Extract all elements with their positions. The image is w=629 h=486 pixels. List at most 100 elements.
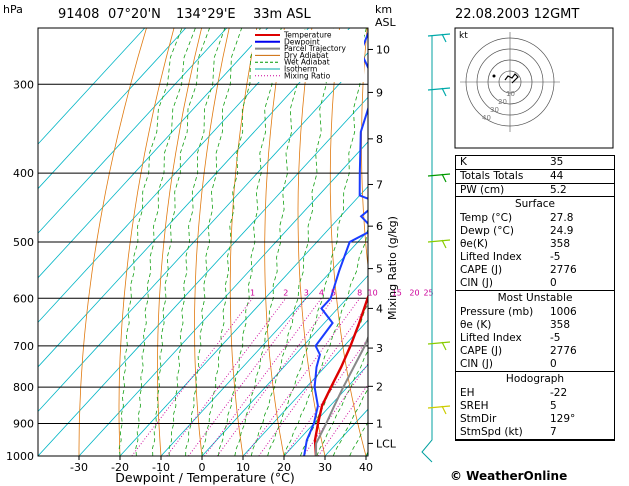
profile-dewpoint [303, 31, 368, 456]
mixing-ratio-label: 15 [392, 288, 402, 297]
km-tick-label: LCL [376, 437, 397, 450]
wind-barb [427, 87, 451, 91]
legend-label: Dewpoint [284, 37, 320, 46]
wet-adiabat-line [118, 28, 183, 456]
temperature-tick-label: 0 [199, 461, 206, 474]
mixing-ratio-line [204, 298, 322, 456]
station-lat: 07°20'N [108, 7, 161, 22]
index-key: θe (K) [460, 319, 492, 331]
mixing-ratio-line [166, 298, 287, 456]
pressure-tick-label: 900 [13, 417, 34, 430]
index-row: CIN (J) 0 [456, 358, 614, 371]
wet-adiabat-line [135, 28, 196, 456]
pressure-tick-label: 500 [13, 236, 34, 249]
pressure-tick-label: 700 [13, 340, 34, 353]
background-lines [38, 28, 448, 456]
index-value: 24.9 [550, 225, 574, 237]
station-lon: 134°29'E [176, 7, 236, 22]
legend-label: Mixing Ratio [284, 71, 331, 80]
index-value: -5 [550, 251, 561, 263]
index-row: CIN (J) 0 [456, 277, 614, 290]
temperature-tick-label: 20 [277, 461, 291, 474]
most-unstable-section: Most Unstable Pressure (mb) 1006 θe (K) 358… [455, 290, 615, 372]
index-row: θe (K) 358 [456, 319, 614, 332]
index-row: CAPE (J) 2776 [456, 264, 614, 277]
pressure-tick-label: 1000 [6, 450, 34, 463]
most-unstable-title: Most Unstable [497, 292, 573, 304]
index-row: Lifted Index -5 [456, 332, 614, 345]
index-value: -5 [550, 332, 561, 344]
dry-adiabat-line [118, 28, 175, 456]
index-value: 35 [550, 156, 564, 168]
wet-adiabat-line [234, 28, 306, 456]
hodograph-ring-label: 30 [490, 106, 499, 114]
km-tick-label: 3 [376, 342, 383, 355]
index-row: CAPE (J) 2776 [456, 345, 614, 358]
index-value: 2776 [550, 264, 577, 276]
index-key: K [460, 156, 467, 168]
index-value: 1006 [550, 306, 577, 318]
wind-barb [427, 405, 451, 409]
mixing-ratio-label: 1 [250, 288, 255, 297]
dry-adiabat-line [361, 28, 368, 270]
mixing-ratio-line [131, 298, 253, 456]
dry-adiabat-line [157, 28, 202, 456]
surface-title: Surface [514, 198, 555, 210]
index-value: 44 [550, 170, 564, 182]
wind-barb [427, 173, 451, 177]
km-tick-label: 9 [376, 86, 383, 99]
dry-adiabat-line [229, 28, 258, 456]
index-row: Temp (°C) 27.8 [456, 212, 614, 225]
dry-adiabat-line [264, 28, 285, 456]
dry-adiabat-line [78, 28, 147, 456]
wind-barb-flag [441, 173, 447, 183]
hodograph-section: Hodograph EH -22 SREH 5 StmDir 129° StmSpd (kt… [455, 371, 615, 440]
index-key: SREH [460, 400, 489, 412]
temperature-tick-label: 10 [236, 461, 250, 474]
wind-barb [427, 33, 451, 37]
dry-adiabat-line [392, 28, 448, 456]
station-elev: 33m ASL [253, 7, 311, 22]
station-id: 91408 [58, 7, 99, 22]
legend-label: Wet Adiabat [284, 58, 330, 67]
temperature-tick-label: -20 [111, 461, 129, 474]
wind-barb-flag [441, 33, 447, 43]
wet-adiabat-line [267, 28, 367, 456]
index-value: -22 [550, 387, 568, 399]
pressure-tick-label: 800 [13, 381, 34, 394]
wind-barb [427, 239, 451, 243]
wind-barb [427, 341, 451, 345]
index-row: Pressure (mb) 1006 [456, 306, 614, 319]
wet-adiabat-line [201, 28, 261, 456]
wind-barb-flag [441, 87, 447, 97]
index-key: CIN (J) [460, 358, 493, 370]
index-row: θe(K) 358 [456, 238, 614, 251]
wet-adiabat-line [283, 225, 368, 456]
index-row: Totals Totals 44 [456, 170, 614, 184]
temperature-ticks: -30 -20 -10 0 10 20 30 40 [70, 456, 373, 474]
km-tick-label: 8 [376, 133, 383, 146]
mixing-ratio-label: 3 [304, 288, 309, 297]
temperature-tick-label: -10 [152, 461, 170, 474]
mixing-ratio-line [284, 337, 368, 456]
index-key: θe(K) [460, 238, 488, 250]
pressure-ticks: 300 400 500 600 700 800 900 1000 [6, 78, 34, 463]
wind-barb-flag [441, 341, 447, 351]
index-key: Temp (°C) [460, 212, 513, 224]
indices-table: K 35 Totals Totals 44 PW (cm) 5.2 Surface Tem… [455, 155, 615, 441]
wind-barbs [421, 33, 451, 463]
index-row: SREH 5 [456, 400, 614, 413]
index-value: 5.2 [550, 184, 567, 196]
isobars [38, 83, 368, 457]
legend-label: Dry Adiabat [284, 51, 328, 60]
index-row: K 35 [456, 156, 614, 170]
km-tick-label: 10 [376, 43, 390, 56]
km-tick-label: 2 [376, 380, 383, 393]
temperature-tick-label: -30 [70, 461, 88, 474]
index-key: CIN (J) [460, 277, 493, 289]
index-key: Pressure (mb) [460, 306, 534, 318]
mixing-ratio-label: 10 [368, 288, 378, 297]
x-axis-label: Dewpoint / Temperature (°C) [115, 470, 294, 485]
mixing-ratio-line [188, 298, 307, 456]
